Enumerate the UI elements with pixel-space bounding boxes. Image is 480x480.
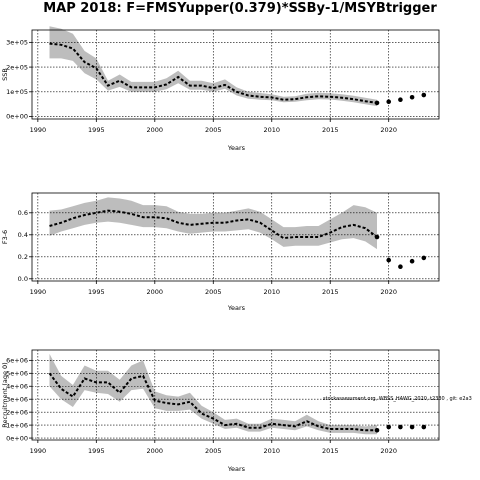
- rec-estimate-line: [48, 372, 377, 432]
- rec-x-tick-label: 2010: [263, 447, 280, 455]
- ssb-x-tick-label: 2010: [263, 126, 280, 134]
- ssb-y-tick-label: 2e+05: [6, 63, 28, 71]
- ssb-x-tick-label: 1990: [30, 126, 47, 134]
- f-x-tick-label: 2020: [380, 288, 397, 296]
- rec-y-tick-label: 0e+00: [6, 434, 28, 442]
- rec-axes-frame: [31, 349, 440, 441]
- ssb-x-axis-title: Years: [227, 144, 246, 152]
- f-x-tick-label: 1995: [88, 288, 105, 296]
- f-x-tick-label: 2010: [263, 288, 280, 296]
- ssb-estimate-line: [49, 42, 378, 104]
- ssb-y-tick-label: 1e+05: [6, 88, 28, 96]
- rec-projection-point: [421, 424, 427, 430]
- rec-projection-point: [386, 424, 392, 430]
- f-x-tick-label: 1990: [30, 288, 47, 296]
- f-y-axis-title: F3-6: [1, 230, 9, 244]
- f-y-tick-label: 0.2: [18, 253, 28, 261]
- ssb-projection-point: [386, 99, 392, 104]
- f-x-tick-label: 2005: [205, 288, 222, 296]
- rec-x-tick-label: 1995: [88, 447, 105, 455]
- rec-x-tick-label: 2000: [147, 447, 164, 455]
- ssb-axes-frame: [31, 29, 440, 120]
- ssb-projection-point: [409, 94, 415, 100]
- rec-y-axis-title: Recruitment (age 0): [1, 362, 9, 427]
- ssb-x-tick-label: 2020: [380, 126, 397, 134]
- rec-confidence-band: [49, 353, 377, 435]
- rec-projection-point: [374, 427, 380, 433]
- rec-y-tick-label: 6e+06: [6, 357, 28, 365]
- ssb-x-tick-label: 2005: [205, 126, 222, 134]
- f-y-tick-label: 0.4: [18, 231, 28, 239]
- rec-projection-point: [409, 424, 415, 430]
- f-y-tick-label: 0.0: [18, 275, 28, 283]
- f-x-tick-label: 2015: [322, 288, 339, 296]
- rec-y-tick-label: 1e+06: [6, 421, 28, 429]
- f-projection-point: [409, 258, 415, 264]
- rec-y-tick-label: 4e+06: [6, 382, 28, 390]
- ssb-confidence-band: [49, 26, 377, 107]
- rec-y-tick-label: 5e+06: [6, 370, 28, 378]
- ssb-x-tick-label: 1995: [88, 126, 105, 134]
- watermark-text: stockassessment.org, WBSS_HAWG_2020, t23…: [323, 396, 472, 402]
- ssb-x-tick-label: 2000: [147, 126, 164, 134]
- ssb-y-axis-title: SSB: [1, 68, 9, 81]
- ssb-y-tick-label: 0e+00: [6, 113, 28, 121]
- rec-x-tick-label: 1990: [30, 447, 47, 455]
- rec-projection-point: [398, 424, 403, 430]
- ssb-x-tick-label: 2015: [322, 126, 339, 134]
- f-x-tick-label: 2000: [147, 288, 164, 296]
- rec-y-tick-label: 3e+06: [6, 395, 28, 403]
- ssb-projection-point: [421, 92, 427, 98]
- ssb-y-tick-label: 3e+05: [6, 39, 28, 47]
- f-y-tick-label: 0.6: [18, 209, 28, 217]
- rec-x-tick-label: 2020: [380, 447, 397, 455]
- rec-y-tick-label: 2e+06: [6, 408, 28, 416]
- f-axes-frame: [31, 192, 440, 282]
- ssb-projection-point: [374, 100, 380, 106]
- chart-title: MAP 2018: F=FMSYupper(0.379)*SSBy-1/MSYB…: [43, 1, 437, 16]
- f-estimate-line: [49, 209, 378, 240]
- f-projection-point: [421, 255, 427, 261]
- f-x-axis-title: Years: [227, 304, 246, 312]
- rec-x-tick-label: 2015: [322, 447, 339, 455]
- f-projection-point: [386, 257, 392, 263]
- rec-x-tick-label: 2005: [205, 447, 222, 455]
- f-projection-point: [374, 234, 380, 240]
- f-projection-point: [398, 264, 403, 270]
- ssb-projection-point: [398, 97, 403, 103]
- rec-x-axis-title: Years: [227, 465, 246, 473]
